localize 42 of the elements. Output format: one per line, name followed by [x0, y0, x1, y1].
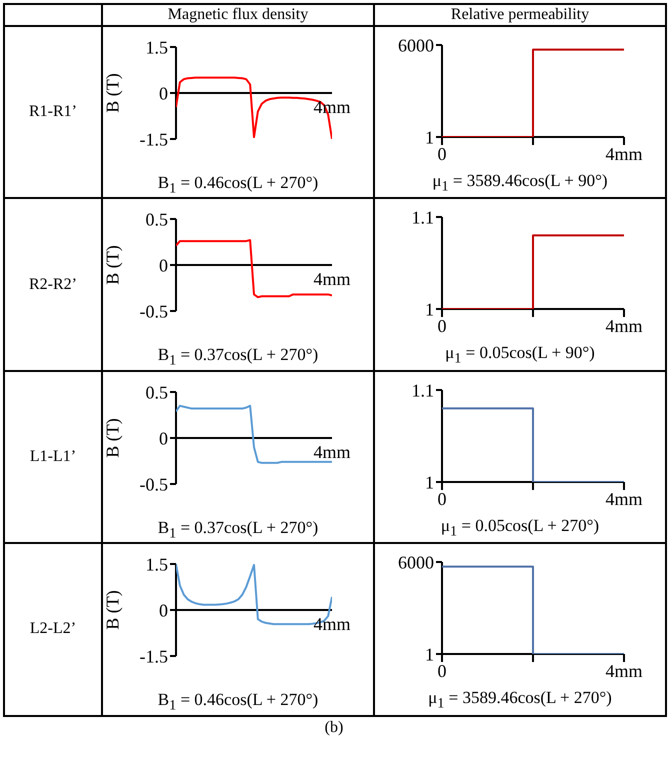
text: L1-L1’ [4, 370, 102, 544]
text: R1-R1’ [4, 26, 102, 198]
text: R2-R2’ [4, 198, 102, 371]
y-tick-label: 6000 [398, 35, 434, 56]
y-tick-label: 1 [425, 644, 434, 665]
y-tick-label: -0.5 [140, 474, 168, 494]
y-tick-label: -1.5 [140, 646, 168, 667]
x-axis-title: μ$_{1}$ = 0.05cos(L + 90°) [444, 343, 596, 368]
y-tick-label: -1.5 [140, 129, 168, 150]
y-tick-label: 1 [425, 127, 434, 148]
y-tick-label: 0 [159, 83, 168, 104]
y-tick-label: 1.1 [412, 208, 434, 228]
x-axis-title: B$_{1}$ = 0.37cos(L + 270°) [156, 518, 320, 542]
y-tick-label: 6000 [398, 552, 434, 573]
y-tick-label: 1.5 [146, 554, 168, 575]
chart-title: Relative permeability [374, 4, 666, 26]
y-tick-label: 1.1 [412, 380, 434, 400]
y-axis-title: B (T) [102, 246, 122, 286]
y-tick-label: 0 [159, 256, 168, 276]
annotation: 4mm [313, 269, 351, 290]
y-tick-label: -0.5 [140, 302, 168, 322]
y-tick-label: 0.5 [146, 382, 168, 402]
y-tick-label: 1 [425, 472, 434, 492]
x-axis-title: B$_{1}$ = 0.46cos(L + 270°) [156, 173, 320, 198]
x-axis-title: μ$_{1}$ = 0.05cos(L + 270°) [440, 516, 600, 540]
chart-title: Magnetic flux density [102, 4, 374, 26]
y-axis-title: B (T) [102, 418, 122, 458]
annotation: 4mm [313, 614, 351, 634]
y-tick-label: 1.5 [146, 37, 168, 58]
annotation: 4mm [313, 442, 351, 462]
y-tick-label: 0 [159, 428, 168, 448]
x-axis-title: B$_{1}$ = 0.46cos(L + 270°) [156, 690, 320, 715]
y-axis-title: B (T) [102, 73, 122, 113]
y-tick-label: 0 [159, 600, 168, 621]
y-tick-label: 1 [425, 300, 434, 320]
y-axis-title: B (T) [102, 590, 122, 630]
x-axis-title: μ$_{1}$ = 3589.46cos(L + 90°) [431, 171, 609, 196]
y-tick-label: 0.5 [146, 210, 168, 230]
x-axis-title: B$_{1}$ = 0.37cos(L + 270°) [156, 345, 320, 370]
text: (b) [324, 718, 344, 737]
text: L2-L2’ [4, 543, 102, 716]
x-axis-title: μ$_{1}$ = 3589.46cos(L + 270°) [427, 688, 613, 713]
